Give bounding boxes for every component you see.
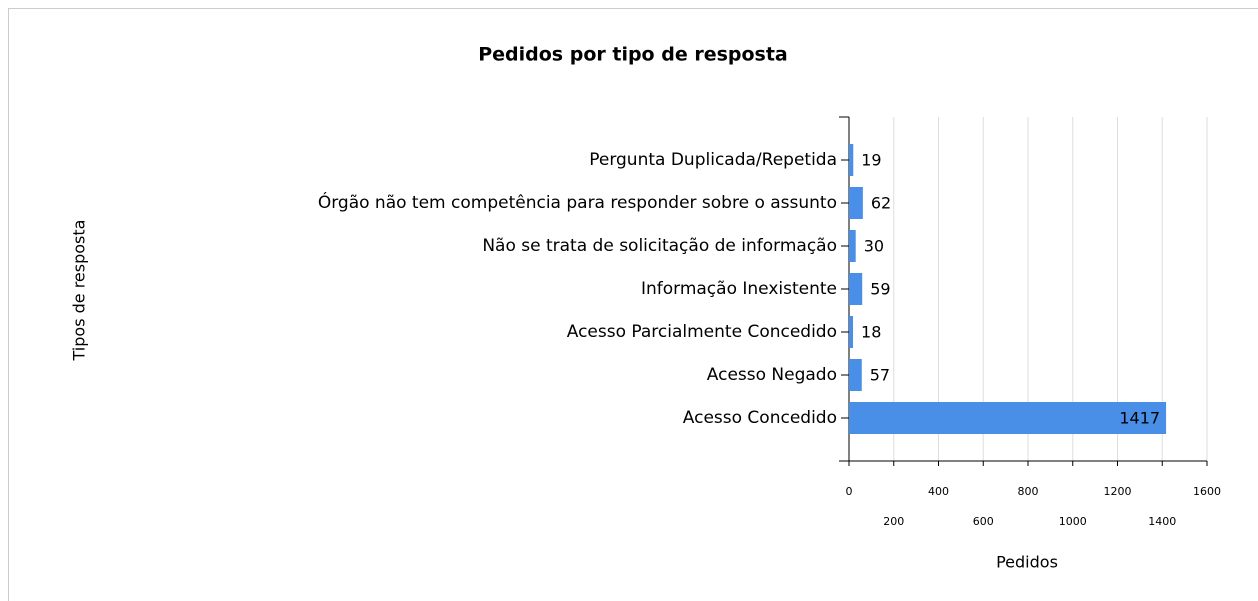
bar (849, 359, 862, 391)
x-tick-label: 1600 (1193, 485, 1221, 498)
y-tick-label: Órgão não tem competência para responder… (318, 191, 837, 213)
y-tick-label: Informação Inexistente (641, 279, 837, 299)
bar (849, 316, 854, 348)
data-label: 59 (870, 280, 890, 299)
bar (849, 187, 863, 219)
data-label: 62 (871, 194, 891, 213)
x-tick-label: 1200 (1104, 485, 1132, 498)
chart-title: Pedidos por tipo de resposta (478, 44, 788, 66)
x-tick-label: 800 (1018, 485, 1039, 498)
x-tick-label: 600 (973, 515, 994, 528)
bar (849, 144, 854, 176)
y-tick-label: Não se trata de solicitação de informaçã… (482, 236, 837, 256)
bar (849, 230, 856, 262)
data-label: 1417 (1119, 409, 1160, 428)
y-tick-label: Acesso Parcialmente Concedido (567, 322, 837, 342)
y-axis-label: Tipos de resposta (70, 220, 89, 362)
x-tick-label: 0 (846, 485, 853, 498)
chart-frame (8, 8, 1258, 601)
data-label: 30 (864, 237, 884, 256)
data-label: 19 (861, 151, 881, 170)
x-axis-label: Pedidos (996, 553, 1058, 572)
x-tick-label: 1000 (1059, 515, 1087, 528)
bar (849, 402, 1167, 434)
x-tick-label: 1400 (1148, 515, 1176, 528)
y-tick-label: Pergunta Duplicada/Repetida (589, 150, 837, 170)
data-label: 57 (870, 366, 890, 385)
data-label: 18 (861, 323, 881, 342)
y-tick-label: Acesso Negado (707, 365, 837, 385)
x-tick-label: 200 (883, 515, 904, 528)
y-tick-label: Acesso Concedido (683, 408, 837, 428)
bar (849, 273, 863, 305)
x-tick-label: 400 (928, 485, 949, 498)
